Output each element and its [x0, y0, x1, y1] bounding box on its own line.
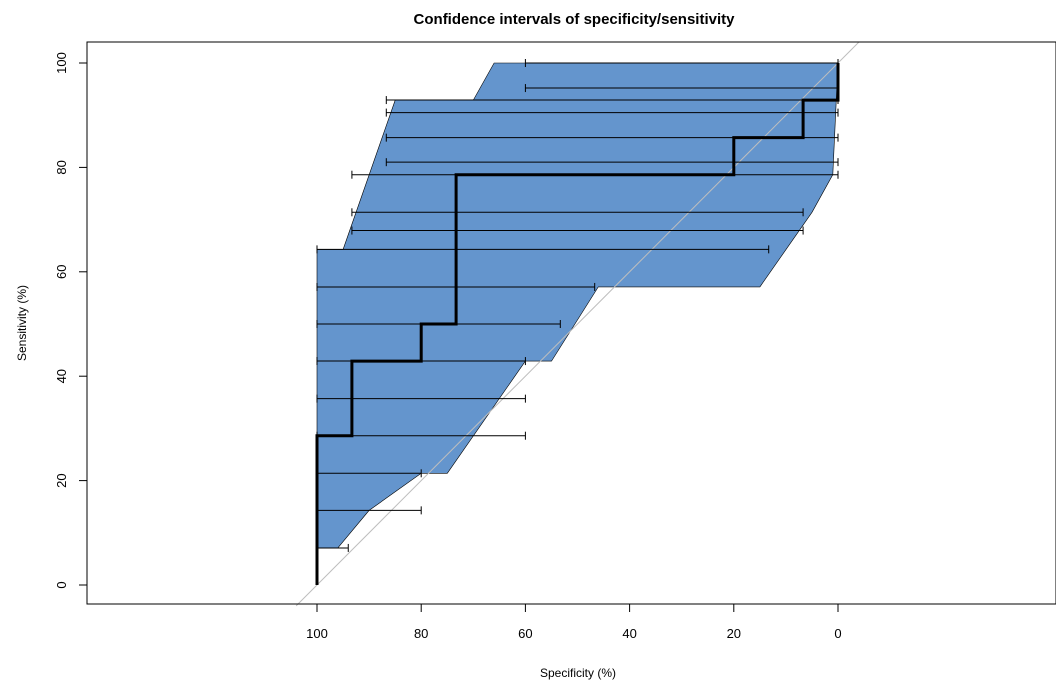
y-tick-label: 80 [54, 160, 69, 174]
x-tick-label: 60 [518, 626, 532, 641]
y-tick-label: 60 [54, 265, 69, 279]
ci-interval [385, 158, 839, 167]
x-tick-label: 0 [834, 626, 841, 641]
roc-curve [315, 63, 840, 585]
x-tick-label: 100 [306, 626, 328, 641]
y-tick-label: 40 [54, 369, 69, 383]
y-axis: 0 20 40 60 80 100 [54, 52, 88, 589]
x-axis: 100 80 60 40 20 0 [306, 603, 842, 641]
diagonal-reference-line [295, 41, 860, 607]
chart-title: Confidence intervals of specificity/sens… [414, 11, 736, 28]
x-axis-label: Specificity (%) [540, 666, 616, 680]
x-tick-label: 20 [727, 626, 741, 641]
y-tick-label: 20 [54, 473, 69, 487]
ci-interval [385, 108, 839, 117]
y-tick-label: 0 [54, 581, 69, 588]
ci-interval [316, 245, 770, 254]
y-axis-label: Sensitivity (%) [15, 285, 29, 361]
x-tick-label: 40 [622, 626, 636, 641]
ci-interval [351, 208, 804, 217]
y-tick-label: 100 [54, 52, 69, 74]
ci-band [316, 62, 839, 549]
x-tick-label: 80 [414, 626, 428, 641]
plot-area [295, 41, 860, 607]
ci-interval [351, 226, 804, 235]
